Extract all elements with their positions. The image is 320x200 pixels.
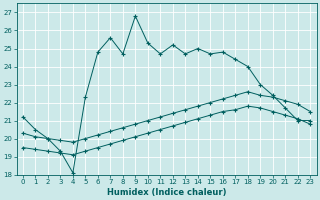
X-axis label: Humidex (Indice chaleur): Humidex (Indice chaleur)	[107, 188, 226, 197]
